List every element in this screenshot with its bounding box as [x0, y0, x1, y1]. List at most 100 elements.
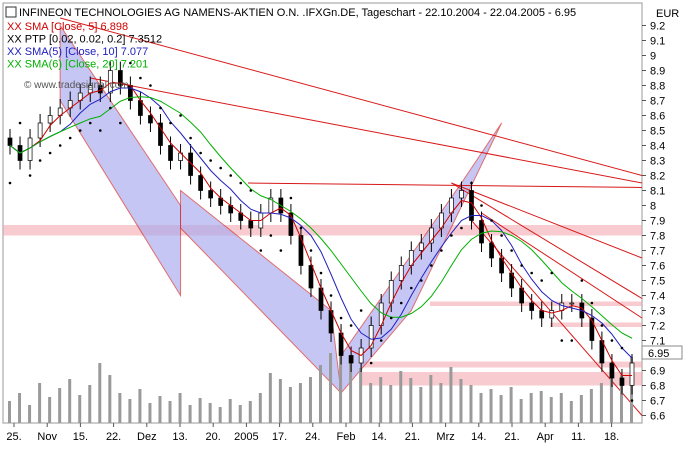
- volume-bar: [429, 375, 433, 423]
- candle-body: [188, 152, 193, 176]
- psar-dot: [420, 279, 423, 282]
- psar-dot: [620, 346, 624, 350]
- psar-dot: [319, 271, 323, 275]
- volume-bar: [168, 401, 172, 423]
- last-price-box: [641, 345, 683, 360]
- volume-bar: [409, 378, 413, 423]
- x-tick-label: Apr: [537, 431, 554, 443]
- candle-body: [529, 302, 535, 311]
- x-tick-label: Feb: [337, 431, 356, 443]
- y-tick-label: 6.9: [650, 366, 665, 378]
- y-tick-label: 8.7: [650, 96, 665, 108]
- volume-bar: [549, 397, 553, 423]
- volume-bar: [559, 393, 563, 423]
- volume-bar: [68, 379, 72, 423]
- psar-dot: [48, 151, 52, 155]
- y-tick-label: 7.2: [650, 321, 665, 333]
- volume-bar: [208, 403, 212, 423]
- title-checkbox-icon[interactable]: [5, 6, 17, 18]
- psar-dot: [430, 264, 433, 267]
- volume-bar: [278, 379, 282, 423]
- volume-bar: [158, 396, 162, 423]
- candle-body: [398, 265, 404, 281]
- psar-dot: [369, 361, 373, 365]
- candle-body: [429, 227, 434, 244]
- volume-bar: [489, 389, 493, 423]
- volume-bar: [519, 399, 523, 423]
- volume-bar: [78, 395, 82, 423]
- psar-dot: [630, 399, 634, 402]
- volume-bar: [619, 375, 623, 423]
- sma-10-line: [9, 87, 633, 359]
- y-tick-label: 8.4: [650, 141, 665, 153]
- candle-body: [7, 137, 13, 146]
- candle-body: [248, 220, 254, 229]
- psar-dot: [38, 159, 42, 162]
- trend-line: [60, 17, 643, 176]
- psar-dot: [349, 324, 353, 327]
- psar-dot: [440, 249, 443, 252]
- volume-bar: [509, 387, 513, 423]
- volume-bar: [389, 385, 393, 423]
- volume-bar: [529, 393, 533, 423]
- y-tick-label: 8.1: [650, 186, 665, 198]
- psar-dot: [159, 106, 162, 110]
- candle-body: [549, 310, 555, 319]
- psar-dot: [500, 234, 503, 237]
- legend-entry: XX SMA [Close, 5] 6.898: [7, 21, 128, 33]
- support-band: [360, 372, 642, 386]
- y-tick-label: 8.9: [650, 66, 665, 78]
- psar-dot: [279, 249, 283, 252]
- y-tick-label: 7.1: [650, 336, 665, 348]
- x-tick-label: 21.: [405, 431, 420, 443]
- psar-dot: [460, 226, 463, 230]
- psar-dot: [199, 151, 202, 155]
- psar-dot: [590, 301, 594, 305]
- last-price-label: 6.95: [648, 348, 669, 360]
- volume-bar: [609, 369, 613, 423]
- trend-line: [451, 182, 643, 259]
- psar-dot: [269, 234, 273, 237]
- volume-bar: [579, 395, 583, 423]
- x-tick-label: 14.: [471, 431, 486, 443]
- volume-bar: [18, 393, 22, 423]
- psar-dot: [510, 249, 513, 252]
- x-tick-label: 22.: [106, 431, 121, 443]
- volume-bar: [228, 399, 232, 423]
- x-tick-label: 18.: [604, 431, 619, 443]
- y-tick-label: 7.3: [650, 306, 665, 318]
- volume-bar: [148, 403, 152, 423]
- x-tick-label: 20.: [206, 431, 221, 443]
- volume-bar: [399, 371, 403, 423]
- volume-bar: [298, 383, 302, 423]
- x-tick-label: 14.: [372, 431, 387, 443]
- sma-20-line: [9, 96, 633, 339]
- support-band: [360, 361, 642, 368]
- psar-dot: [119, 121, 122, 125]
- psar-dot: [58, 144, 62, 147]
- volume-bar: [499, 395, 503, 423]
- volume-bar: [599, 383, 603, 423]
- psar-dot: [329, 294, 333, 297]
- volume-bar: [469, 385, 473, 423]
- psar-dot: [68, 136, 72, 140]
- y-tick-label: 6.6: [650, 411, 665, 423]
- candle-body: [158, 122, 163, 146]
- y-tick-label: 8.5: [650, 126, 665, 138]
- psar-dot: [610, 339, 614, 342]
- psar-dot: [359, 309, 363, 312]
- volume-bar: [248, 401, 252, 423]
- candle-body: [418, 242, 424, 251]
- volume-bar: [439, 383, 443, 423]
- trend-line: [90, 77, 643, 184]
- psar-dot: [239, 181, 243, 185]
- psar-dot: [259, 249, 263, 252]
- x-tick-label: 15.: [73, 431, 88, 443]
- y-tick-label: 6.8: [650, 381, 665, 393]
- volume-bar: [369, 383, 373, 423]
- x-tick-label: 2005: [234, 431, 258, 443]
- y-tick-label: 8.3: [650, 156, 665, 168]
- support-band: [3, 225, 642, 236]
- chart-title: INFINEON TECHNOLOGIES AG NAMENS-AKTIEN O…: [19, 7, 576, 19]
